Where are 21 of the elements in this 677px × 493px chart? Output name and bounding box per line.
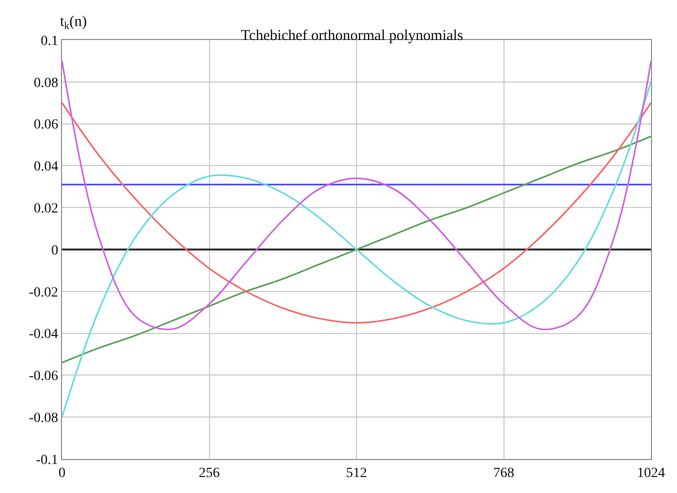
y-tick-label: 0.08 — [34, 76, 58, 91]
x-tick-label: 768 — [493, 466, 514, 481]
y-tick-label: -0.02 — [29, 285, 58, 300]
y-tick-label: 0.06 — [34, 118, 58, 133]
x-tick-label: 512 — [346, 466, 367, 481]
line-series — [62, 136, 651, 364]
y-tick-label: 0.02 — [34, 202, 58, 216]
y-tick-label: -0.06 — [29, 369, 58, 384]
line-series — [62, 102, 651, 324]
y-tick-label: -0.1 — [36, 452, 58, 468]
y-tick-label: 0.1 — [40, 34, 58, 49]
y-tick-label: 0.04 — [34, 160, 58, 175]
chart-title: Tchebichef orthonormal polynomials — [240, 28, 464, 44]
y-axis-title: t$_{k}$(n) — [60, 14, 87, 32]
y-tick-label: 0 — [51, 243, 58, 258]
line-series — [62, 81, 651, 418]
line-series — [62, 60, 651, 330]
x-tick-label: 1024 — [637, 466, 665, 481]
x-tick-label: 256 — [198, 466, 220, 481]
y-tick-label: -0.08 — [29, 411, 58, 426]
y-tick-label: -0.04 — [29, 327, 58, 342]
